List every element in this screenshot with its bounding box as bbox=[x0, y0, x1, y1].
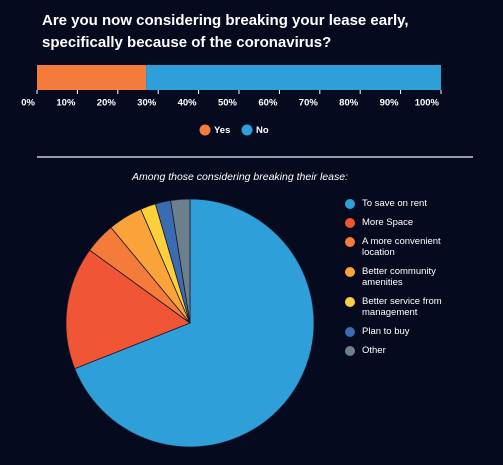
legend-item: More Space bbox=[345, 217, 444, 228]
pie-slice bbox=[65, 249, 191, 370]
legend-marker bbox=[345, 297, 355, 307]
legend-item: Better community amenities bbox=[345, 266, 444, 288]
x-tick-label: 100% bbox=[415, 98, 440, 109]
legend-label: No bbox=[256, 125, 269, 136]
legend-label: More Space bbox=[362, 217, 414, 228]
legend-label: Better community amenities bbox=[362, 266, 436, 288]
x-tick-label: 70% bbox=[299, 98, 319, 109]
legend-marker bbox=[241, 124, 253, 136]
x-tick-label: 90% bbox=[380, 98, 400, 109]
legend-marker bbox=[345, 267, 355, 277]
x-tick-label: 20% bbox=[97, 98, 117, 109]
bar-segment bbox=[37, 65, 147, 90]
x-tick-label: 30% bbox=[137, 98, 157, 109]
legend-marker bbox=[345, 327, 355, 337]
legend-label: Other bbox=[362, 345, 386, 356]
legend-label: A more convenient location bbox=[362, 236, 441, 258]
legend-item: To save on rent bbox=[345, 198, 444, 209]
x-tick-label: 0% bbox=[21, 98, 35, 109]
legend-item: Plan to buy bbox=[345, 326, 444, 337]
legend-marker bbox=[345, 237, 355, 247]
bar-segment bbox=[146, 65, 441, 90]
pie-slice bbox=[170, 198, 191, 324]
legend-label: To save on rent bbox=[362, 198, 427, 209]
legend-item: Better service from management bbox=[345, 296, 444, 318]
pie-slice bbox=[74, 198, 315, 448]
legend-marker bbox=[199, 124, 211, 136]
x-tick-label: 40% bbox=[178, 98, 198, 109]
chart-title: Are you now considering breaking your le… bbox=[42, 12, 409, 51]
chart-subtitle: Among those considering breaking their l… bbox=[131, 171, 348, 183]
x-tick-label: 10% bbox=[56, 98, 76, 109]
legend-label: Yes bbox=[214, 125, 230, 136]
x-tick-label: 60% bbox=[258, 98, 278, 109]
legend-marker bbox=[345, 199, 355, 209]
legend-item: A more convenient location bbox=[345, 236, 444, 258]
legend-marker bbox=[345, 346, 355, 356]
x-tick-label: 50% bbox=[218, 98, 238, 109]
legend-item: Other bbox=[345, 345, 444, 356]
legend-marker bbox=[345, 218, 355, 228]
x-tick-label: 80% bbox=[339, 98, 359, 109]
legend-label: Plan to buy bbox=[362, 326, 410, 337]
legend-label: Better service from management bbox=[362, 296, 442, 318]
